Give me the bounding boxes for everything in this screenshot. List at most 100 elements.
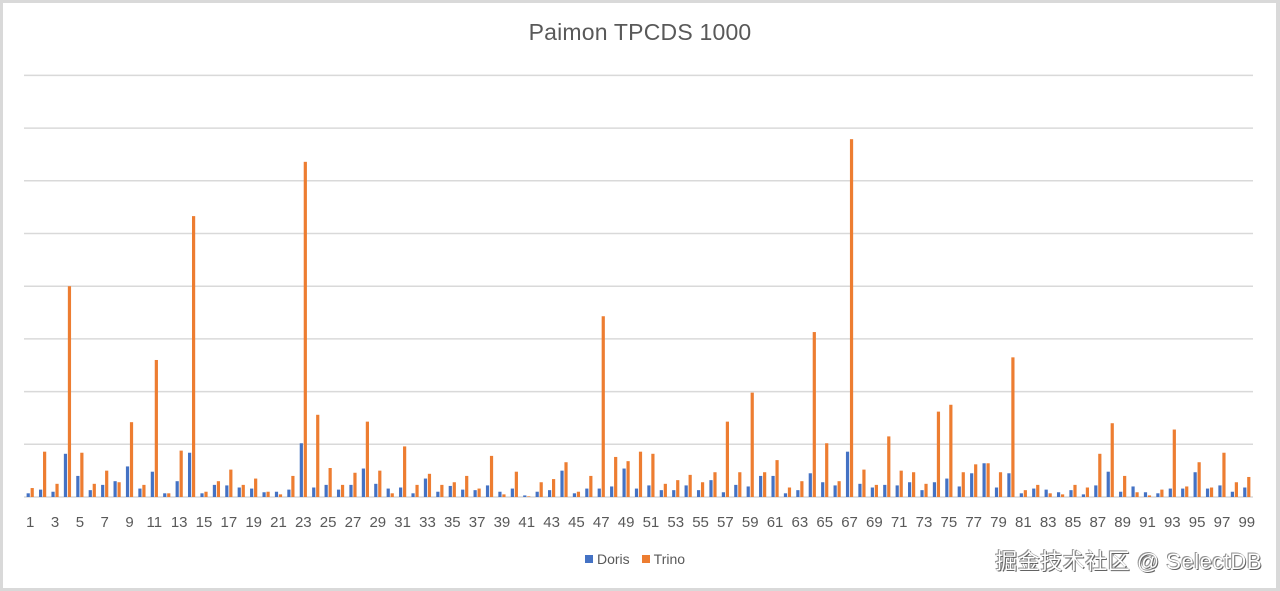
bar-trino-q71	[899, 470, 903, 497]
bar-trino-q88	[1110, 423, 1114, 497]
bar-doris-q70	[883, 484, 887, 497]
x-tick-label: 95	[1189, 514, 1206, 531]
bar-doris-q98	[1230, 491, 1234, 497]
bar-trino-q9	[129, 422, 134, 497]
bar-doris-q14	[187, 452, 192, 497]
bar-doris-q18	[237, 487, 241, 497]
legend-swatch-doris	[585, 555, 593, 563]
x-tick-label: 55	[692, 514, 709, 531]
bar-trino-q42	[539, 482, 543, 497]
bar-doris-q15	[200, 493, 204, 497]
bar-trino-q87	[1098, 453, 1102, 497]
x-tick-label: 43	[543, 514, 560, 531]
bar-doris-q51	[647, 485, 651, 497]
bar-doris-q13	[175, 481, 179, 497]
bar-trino-q40	[514, 471, 518, 497]
legend-label-doris: Doris	[597, 551, 630, 567]
bar-trino-q7	[105, 470, 109, 497]
bar-doris-q76	[957, 486, 961, 497]
bar-doris-q48	[610, 486, 614, 497]
bar-trino-q30	[390, 493, 394, 497]
bar-trino-q96	[1209, 487, 1214, 497]
bar-trino-q15	[204, 491, 208, 497]
bar-trino-q25	[328, 468, 332, 497]
bar-trino-q75	[949, 404, 953, 497]
bar-trino-q62	[787, 487, 792, 497]
x-tick-label: 35	[444, 514, 461, 531]
x-tick-label: 7	[101, 514, 109, 531]
x-tick-label: 57	[717, 514, 734, 531]
bar-doris-q35	[448, 485, 452, 497]
legend-swatch-trino	[641, 555, 650, 563]
x-tick-label: 51	[643, 514, 660, 531]
bar-trino-q93	[1172, 429, 1176, 497]
bar-doris-q59	[746, 486, 750, 497]
bar-trino-q10	[142, 484, 146, 497]
x-tick-label: 29	[369, 514, 386, 531]
x-tick-label: 5	[76, 514, 84, 531]
bar-doris-q75	[945, 478, 949, 498]
bar-trino-q2	[43, 451, 47, 497]
x-tick-label: 83	[1040, 514, 1057, 531]
bar-doris-q39	[498, 491, 502, 497]
bar-trino-q91	[1147, 495, 1152, 497]
bar-trino-q44	[564, 462, 568, 497]
bar-doris-q40	[510, 488, 514, 497]
bar-doris-q77	[970, 473, 974, 497]
bar-doris-q12	[163, 493, 167, 497]
bar-trino-q31	[403, 446, 407, 497]
x-tick-label: 61	[767, 514, 784, 531]
bar-doris-q82	[1032, 488, 1036, 497]
bar-trino-q33	[427, 473, 432, 497]
x-tick-label: 3	[51, 514, 59, 531]
bar-doris-q4	[63, 453, 68, 497]
x-tick-label: 85	[1065, 514, 1082, 531]
bar-trino-q35	[452, 482, 456, 497]
bar-trino-q84	[1060, 494, 1065, 498]
chart-title: Paimon TPCDS 1000	[528, 19, 752, 45]
bar-trino-q67	[849, 139, 854, 498]
bar-doris-q93	[1168, 488, 1172, 497]
x-tick-label: 49	[618, 514, 635, 531]
x-tick-label: 13	[171, 514, 188, 531]
bar-doris-q3	[51, 491, 55, 497]
bar-doris-q88	[1106, 471, 1110, 497]
x-tick-label: 69	[866, 514, 883, 531]
bar-doris-q89	[1119, 491, 1123, 497]
bar-trino-q45	[576, 491, 581, 497]
x-tick-label: 1	[26, 514, 34, 531]
bar-trino-q63	[800, 481, 804, 497]
x-tick-label: 23	[295, 514, 312, 531]
bar-doris-q30	[386, 488, 390, 497]
bar-trino-q53	[676, 480, 680, 497]
bar-doris-q50	[634, 488, 639, 497]
bar-doris-q29	[374, 483, 378, 497]
bar-doris-q8	[113, 481, 117, 497]
bar-doris-q23	[299, 443, 303, 497]
bar-trino-q61	[775, 460, 779, 497]
bar-doris-q53	[672, 490, 676, 497]
bar-trino-q46	[589, 475, 593, 497]
legend-item-trino: Trino	[641, 551, 685, 567]
bar-trino-q43	[552, 479, 556, 497]
bar-trino-q77	[974, 464, 978, 497]
bar-doris-q10	[138, 488, 142, 497]
bar-doris-q96	[1205, 488, 1210, 497]
bar-trino-q78	[986, 463, 990, 497]
bar-trino-q37	[477, 488, 481, 497]
bar-doris-q87	[1094, 485, 1098, 497]
x-tick-label: 33	[419, 514, 436, 531]
bar-trino-q23	[303, 161, 307, 497]
bar-doris-q68	[858, 483, 862, 497]
bar-doris-q60	[759, 475, 763, 497]
bar-doris-q43	[548, 490, 552, 497]
bar-trino-q28	[365, 421, 369, 497]
bar-trino-q21	[278, 494, 283, 498]
bar-doris-q86	[1081, 494, 1086, 498]
x-tick-label: 31	[394, 514, 411, 531]
bar-doris-q79	[994, 487, 999, 497]
bar-doris-q5	[76, 475, 80, 497]
bar-trino-q66	[837, 481, 841, 497]
x-tick-label: 87	[1089, 514, 1106, 531]
bar-doris-q71	[895, 485, 899, 497]
